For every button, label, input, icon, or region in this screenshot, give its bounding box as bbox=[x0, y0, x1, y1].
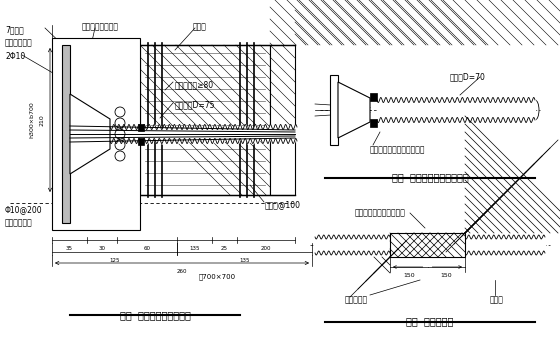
Text: 波纹管: 波纹管 bbox=[490, 295, 504, 304]
Text: 30: 30 bbox=[99, 246, 105, 251]
Text: 封头张拉后浇: 封头张拉后浇 bbox=[5, 218, 32, 227]
Bar bbox=[138, 138, 144, 145]
Text: 螺旋筋: 螺旋筋 bbox=[193, 22, 207, 31]
Bar bbox=[370, 93, 377, 101]
Bar bbox=[62, 45, 70, 223]
Bar bbox=[330, 75, 338, 145]
Text: 柱主筋净距≥80: 柱主筋净距≥80 bbox=[175, 80, 214, 89]
Text: 用浸泡过水泥浆的棉纱封堵: 用浸泡过水泥浆的棉纱封堵 bbox=[370, 145, 426, 154]
Text: 图二  锚垫板与波纹管的连接: 图二 锚垫板与波纹管的连接 bbox=[391, 172, 468, 182]
Text: 150: 150 bbox=[403, 273, 414, 278]
Text: 接头波纹管: 接头波纹管 bbox=[345, 295, 368, 304]
Text: 25: 25 bbox=[221, 246, 228, 251]
Text: h300×b700: h300×b700 bbox=[30, 101, 35, 138]
Text: 135: 135 bbox=[189, 246, 200, 251]
Text: 7孔锚板: 7孔锚板 bbox=[5, 25, 24, 34]
Bar bbox=[370, 119, 377, 127]
Text: Φ10@200: Φ10@200 bbox=[5, 205, 43, 214]
Text: 135: 135 bbox=[239, 258, 250, 263]
Bar bbox=[270, 45, 295, 195]
Text: 锚垫板（喇叭管）: 锚垫板（喇叭管） bbox=[82, 22, 119, 31]
Text: 图三  波纹管接头: 图三 波纹管接头 bbox=[407, 316, 454, 326]
Text: 波纹管D=70: 波纹管D=70 bbox=[450, 72, 486, 81]
Text: 35: 35 bbox=[66, 246, 73, 251]
Text: 柱700×700: 柱700×700 bbox=[199, 273, 236, 279]
Bar bbox=[390, 233, 465, 257]
Text: 125: 125 bbox=[109, 258, 120, 263]
Polygon shape bbox=[70, 94, 110, 174]
Text: 密封胶带缠绕波纹管接口: 密封胶带缠绕波纹管接口 bbox=[355, 208, 406, 217]
Text: 预应力钢绞线: 预应力钢绞线 bbox=[5, 38, 32, 47]
Text: 210: 210 bbox=[40, 114, 45, 126]
Text: 260: 260 bbox=[177, 269, 187, 274]
Bar bbox=[138, 124, 144, 131]
Text: 2Φ10: 2Φ10 bbox=[5, 52, 25, 61]
Bar bbox=[140, 45, 270, 195]
Text: 波纹管外D=75: 波纹管外D=75 bbox=[175, 100, 216, 109]
Text: 150: 150 bbox=[440, 273, 452, 278]
Text: 60: 60 bbox=[143, 246, 151, 251]
Bar bbox=[52, 38, 140, 230]
Text: 图一  有粘结张拉端构造图: 图一 有粘结张拉端构造图 bbox=[120, 310, 190, 320]
Text: 200: 200 bbox=[261, 246, 271, 251]
Polygon shape bbox=[338, 82, 370, 138]
Text: 柱箍筋@100: 柱箍筋@100 bbox=[265, 200, 301, 209]
